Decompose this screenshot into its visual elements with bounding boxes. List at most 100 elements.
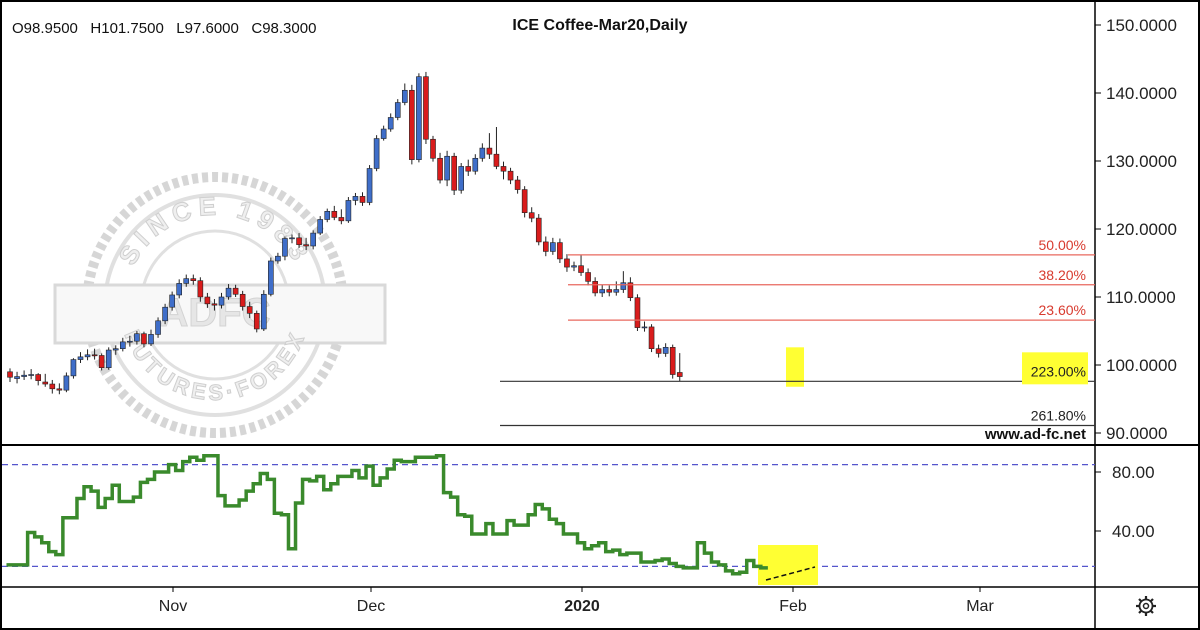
candle-up[interactable] (112, 345, 119, 355)
candle-up[interactable] (366, 165, 373, 206)
candle-down[interactable] (514, 175, 521, 194)
candle-up[interactable] (472, 154, 479, 175)
candle-down[interactable] (493, 127, 500, 170)
candle-up[interactable] (268, 257, 274, 297)
candle-down[interactable] (528, 207, 535, 223)
candle-down[interactable] (91, 348, 98, 360)
candle-up[interactable] (148, 329, 154, 346)
candle-up[interactable] (571, 261, 577, 272)
candle-up[interactable] (324, 208, 331, 223)
candle-down[interactable] (35, 373, 42, 386)
candle-down[interactable] (7, 368, 13, 382)
candle-down[interactable] (190, 274, 197, 285)
candle-up[interactable] (14, 371, 20, 384)
candle-down[interactable] (557, 238, 563, 263)
candle-up[interactable] (21, 370, 27, 380)
candle-down[interactable] (655, 344, 662, 358)
candle-down[interactable] (578, 255, 584, 276)
candle-up[interactable] (275, 252, 281, 264)
candle-up[interactable] (176, 279, 182, 299)
candle-up[interactable] (70, 358, 77, 379)
candle-down[interactable] (56, 383, 63, 395)
candle-up[interactable] (155, 317, 161, 338)
candle-up[interactable] (550, 237, 556, 255)
candle-down[interactable] (204, 292, 211, 308)
candle-up[interactable] (28, 369, 34, 380)
candle-down[interactable] (359, 192, 366, 206)
candle-down[interactable] (627, 277, 634, 302)
candle-down[interactable] (338, 209, 345, 225)
candle-up[interactable] (127, 335, 133, 347)
candle-down[interactable] (197, 277, 204, 302)
candle-down[interactable] (507, 167, 514, 185)
candle-down[interactable] (141, 331, 147, 348)
candle-down[interactable] (42, 373, 49, 387)
candle-down[interactable] (465, 159, 472, 176)
candle-down[interactable] (303, 237, 309, 251)
candle-down[interactable] (253, 310, 260, 333)
candle-down[interactable] (535, 214, 542, 246)
candle-up[interactable] (162, 303, 168, 325)
candle-up[interactable] (620, 271, 627, 293)
candle-up[interactable] (662, 343, 669, 357)
candle-up[interactable] (641, 321, 648, 332)
price-pane[interactable]: 50.00% 38.20% 23.60% 223.00% 261.80% (7, 71, 1096, 427)
candle-up[interactable] (444, 150, 450, 187)
candle-up[interactable] (289, 234, 295, 244)
candle-up[interactable] (282, 236, 288, 261)
candle-up[interactable] (345, 197, 352, 223)
candle-up[interactable] (416, 73, 422, 163)
candle-down[interactable] (486, 133, 493, 159)
candle-up[interactable] (84, 349, 91, 361)
candle-down[interactable] (542, 236, 549, 257)
candle-up[interactable] (380, 125, 387, 141)
candle-down[interactable] (49, 379, 56, 394)
candle-down[interactable] (232, 284, 239, 297)
candle-down[interactable] (592, 277, 598, 297)
candle-up[interactable] (134, 331, 140, 345)
candle-down[interactable] (211, 299, 218, 311)
candle-down[interactable] (669, 344, 676, 379)
candle-up[interactable] (183, 274, 190, 287)
candle-up[interactable] (169, 291, 175, 311)
candle-up[interactable] (352, 192, 359, 206)
candle-up[interactable] (260, 290, 267, 331)
candle-up[interactable] (317, 216, 324, 236)
candle-down[interactable] (430, 135, 436, 162)
candle-down[interactable] (676, 353, 683, 382)
candle-down[interactable] (521, 186, 528, 218)
candle-up[interactable] (218, 292, 225, 309)
candle-down[interactable] (500, 161, 507, 180)
candle-down[interactable] (409, 84, 415, 165)
candle-down[interactable] (296, 233, 302, 249)
candle-down[interactable] (606, 285, 613, 297)
candle-up[interactable] (401, 83, 408, 106)
candle-down[interactable] (239, 290, 246, 311)
candle-up[interactable] (599, 284, 606, 297)
candle-down[interactable] (437, 152, 443, 184)
candle-up[interactable] (458, 163, 465, 194)
candle-up[interactable] (479, 143, 486, 162)
candle-up[interactable] (120, 337, 126, 352)
candle-down[interactable] (585, 268, 591, 286)
candle-up[interactable] (387, 113, 394, 132)
candle-down[interactable] (648, 324, 655, 353)
candle-up[interactable] (310, 230, 316, 250)
candle-down[interactable] (634, 294, 641, 331)
candle-up[interactable] (373, 135, 380, 172)
candle-up[interactable] (225, 284, 232, 300)
candle-down[interactable] (451, 152, 457, 195)
oscillator-pane[interactable] (2, 454, 1095, 585)
candle-down[interactable] (564, 254, 570, 272)
candle-up[interactable] (63, 372, 70, 393)
candle-up[interactable] (613, 281, 620, 296)
gear-icon[interactable] (1136, 596, 1156, 616)
candle-up[interactable] (394, 99, 401, 121)
candle-down[interactable] (423, 71, 429, 144)
candle-up[interactable] (105, 347, 112, 370)
candle-up[interactable] (77, 352, 84, 363)
candle-down[interactable] (331, 205, 338, 221)
candle-down[interactable] (98, 353, 105, 371)
candle-down[interactable] (246, 301, 253, 319)
oscillator-line[interactable] (6, 454, 768, 576)
